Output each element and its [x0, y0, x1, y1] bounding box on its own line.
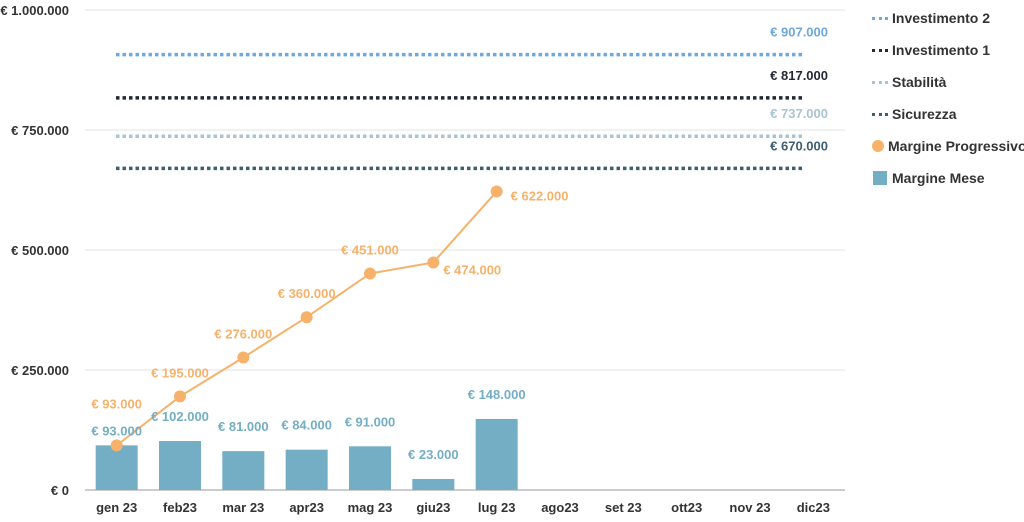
- bar-label: € 23.000: [408, 447, 459, 462]
- x-tick-label: feb23: [163, 500, 197, 515]
- line-point: [237, 351, 250, 364]
- bar: [475, 418, 518, 490]
- bar-label: € 91.000: [345, 414, 396, 429]
- legend-item: Investimento 2: [872, 2, 1024, 34]
- bar-label: € 93.000: [91, 423, 142, 438]
- legend-label: Sicurezza: [892, 106, 957, 122]
- threshold-label: € 670.000: [770, 138, 828, 153]
- legend-marker: [872, 170, 888, 186]
- bar: [285, 449, 328, 490]
- legend-item: Stabilità: [872, 66, 1024, 98]
- bar: [95, 445, 138, 490]
- line-label: € 360.000: [278, 286, 336, 301]
- legend-marker: [872, 106, 888, 122]
- x-tick-label: mag 23: [348, 500, 393, 515]
- threshold-label: € 737.000: [770, 106, 828, 121]
- x-tick-label: giu23: [416, 500, 450, 515]
- bar: [412, 478, 455, 490]
- legend-label: Margine Mese: [892, 170, 985, 186]
- legend-label: Stabilità: [892, 74, 947, 90]
- bar-series: [95, 418, 518, 490]
- line-label: € 276.000: [214, 327, 272, 342]
- bar: [159, 441, 201, 490]
- x-tick-label: nov 23: [729, 500, 770, 515]
- legend: Investimento 2 Investimento 1 Stabilità Sic…: [872, 2, 1024, 194]
- y-tick-label: € 1.000.000: [0, 3, 69, 18]
- data-labels: € 907.000 € 817.000 € 737.000 € 670.000 € 93…: [91, 25, 828, 462]
- line-point: [110, 439, 123, 452]
- x-tick-label: dic23: [797, 500, 830, 515]
- threshold-label: € 907.000: [770, 25, 828, 40]
- legend-item: Investimento 1: [872, 34, 1024, 66]
- y-tick-label: € 750.000: [11, 123, 69, 138]
- y-tick-label: € 0: [51, 483, 69, 498]
- x-tick-label: lug 23: [478, 500, 516, 515]
- x-tick-label: ago23: [541, 500, 579, 515]
- legend-item: Margine Progressivo: [872, 130, 1024, 162]
- line-point: [427, 256, 440, 269]
- gridlines: [85, 9, 845, 491]
- legend-label: Margine Progressivo: [888, 138, 1024, 154]
- line-label: € 451.000: [341, 243, 399, 258]
- x-tick-label: ott23: [671, 500, 702, 515]
- bar-label: € 81.000: [218, 419, 269, 434]
- y-tick-label: € 500.000: [11, 243, 69, 258]
- line-point: [364, 267, 376, 280]
- line-label: € 474.000: [443, 262, 501, 277]
- legend-item: Sicurezza: [872, 98, 1024, 130]
- threshold-lines: [116, 52, 803, 171]
- line-label: € 195.000: [151, 365, 209, 380]
- x-tick-label: apr23: [289, 500, 324, 515]
- x-tick-label: set 23: [605, 500, 642, 515]
- legend-marker: [872, 10, 888, 26]
- line-series: [110, 185, 503, 452]
- threshold-label: € 817.000: [770, 68, 828, 83]
- bar: [349, 446, 391, 490]
- bar-label: € 148.000: [468, 387, 526, 402]
- line-label: € 622.000: [511, 188, 569, 203]
- x-tick-label: gen 23: [96, 500, 137, 515]
- legend-label: Investimento 2: [892, 10, 991, 26]
- y-axis: € 0 € 250.000 € 500.000 € 750.000 € 1.000.00…: [0, 3, 69, 498]
- y-tick-label: € 250.000: [11, 363, 69, 378]
- legend-marker: [872, 74, 888, 90]
- legend-item: Margine Mese: [872, 162, 1024, 194]
- line-point: [490, 185, 503, 198]
- bar-label: € 102.000: [151, 409, 209, 424]
- bar-label: € 84.000: [281, 418, 332, 433]
- legend-marker: [872, 42, 888, 58]
- legend-marker: [872, 138, 884, 154]
- x-axis: gen 23 feb23 mar 23 apr23 mag 23 giu23 lug 23 a…: [96, 500, 830, 515]
- bar: [222, 451, 265, 490]
- line-point: [300, 311, 313, 324]
- line-label: € 93.000: [91, 396, 142, 411]
- legend-label: Investimento 1: [892, 42, 991, 58]
- x-tick-label: mar 23: [222, 500, 264, 515]
- line-point: [174, 390, 186, 403]
